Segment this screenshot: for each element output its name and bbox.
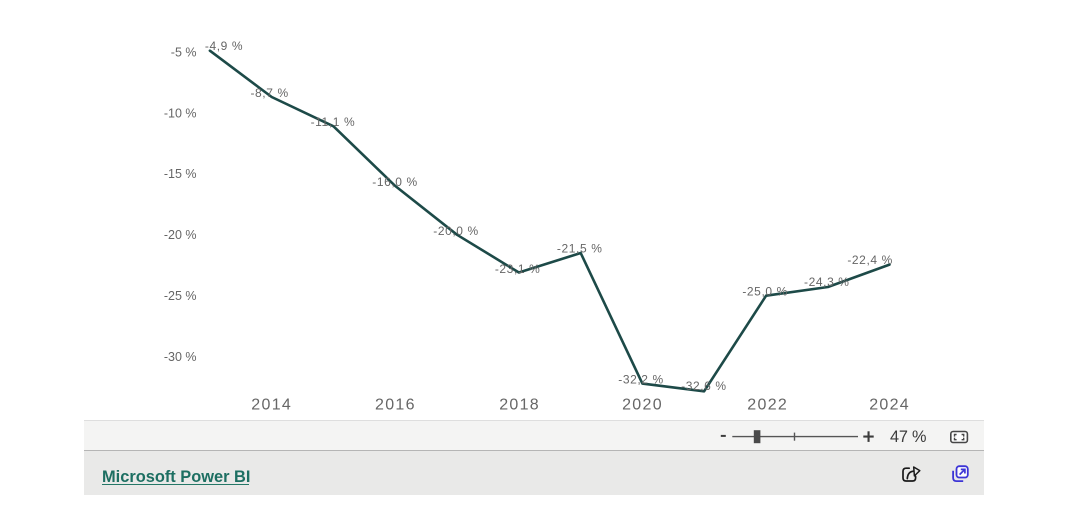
svg-text:-24,3 %: -24,3 % <box>804 275 850 289</box>
svg-text:-30 %: -30 % <box>164 350 197 364</box>
svg-text:-11,1 %: -11,1 % <box>311 115 356 129</box>
svg-text:-25 %: -25 % <box>164 289 197 303</box>
svg-text:2016: 2016 <box>375 397 416 414</box>
svg-text:-21,5 %: -21,5 % <box>557 242 603 256</box>
svg-text:-22,4 %: -22,4 % <box>847 253 893 267</box>
svg-text:2020: 2020 <box>622 397 663 414</box>
svg-text:2022: 2022 <box>747 397 788 414</box>
svg-text:2018: 2018 <box>499 397 540 414</box>
svg-text:-23,1 %: -23,1 % <box>495 262 541 276</box>
svg-text:-20,0 %: -20,0 % <box>433 224 479 238</box>
svg-text:2014: 2014 <box>251 397 292 414</box>
svg-text:2024: 2024 <box>869 397 910 414</box>
svg-text:-10 %: -10 % <box>164 106 197 120</box>
svg-text:-15 %: -15 % <box>164 167 197 181</box>
svg-text:-32,6 %: -32,6 % <box>681 379 727 393</box>
svg-text:-4,9 %: -4,9 % <box>205 39 243 53</box>
svg-text:-32,2 %: -32,2 % <box>618 372 664 386</box>
svg-text:-8,7 %: -8,7 % <box>250 86 288 100</box>
svg-text:-25,0 %: -25,0 % <box>742 284 788 298</box>
svg-text:-20 %: -20 % <box>164 228 197 242</box>
svg-text:-5 %: -5 % <box>171 45 197 59</box>
svg-text:-16,0 %: -16,0 % <box>372 175 418 189</box>
